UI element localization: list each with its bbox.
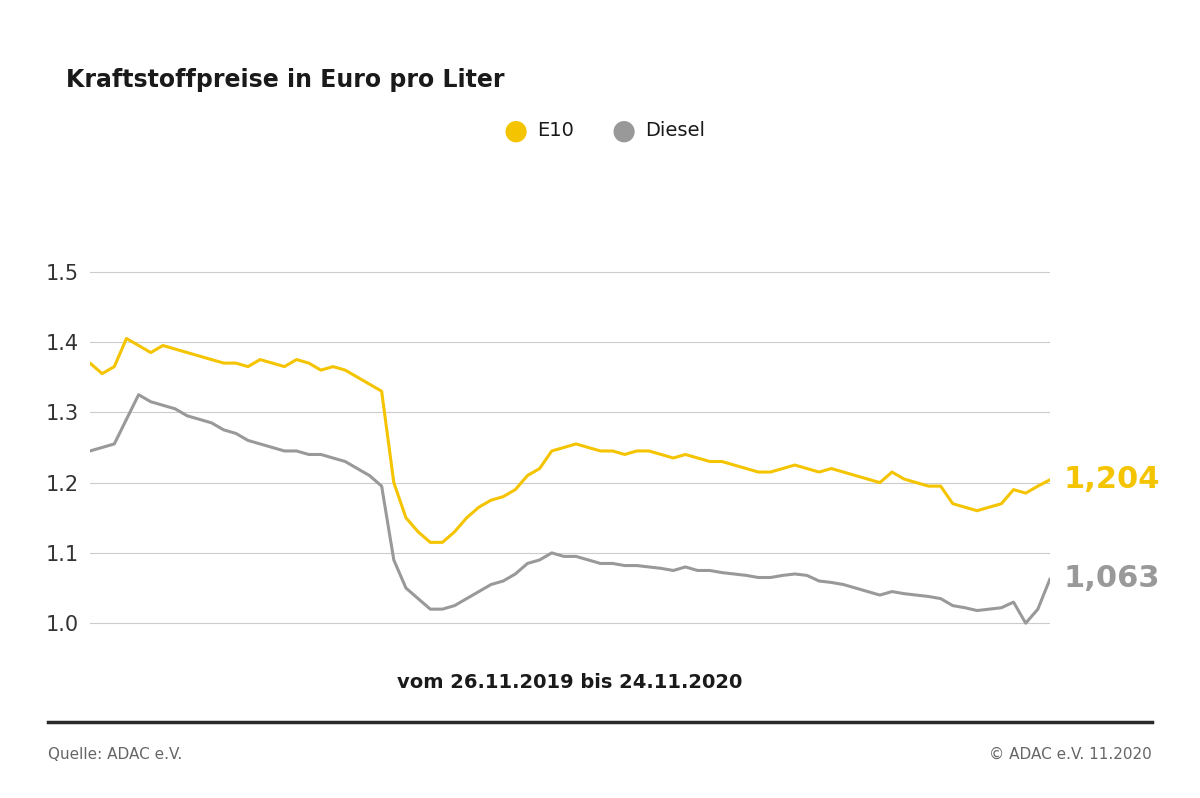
Text: ●: ● <box>504 117 528 145</box>
Text: © ADAC e.V. 11.2020: © ADAC e.V. 11.2020 <box>989 747 1152 761</box>
Text: Kraftstoffpreise in Euro pro Liter: Kraftstoffpreise in Euro pro Liter <box>66 68 504 92</box>
Text: 1,204: 1,204 <box>1064 465 1160 494</box>
Text: ●: ● <box>612 117 636 145</box>
Text: E10: E10 <box>538 121 575 140</box>
Text: Diesel: Diesel <box>646 121 706 140</box>
Text: Quelle: ADAC e.V.: Quelle: ADAC e.V. <box>48 747 182 761</box>
Text: 1,063: 1,063 <box>1064 564 1160 594</box>
Text: vom 26.11.2019 bis 24.11.2020: vom 26.11.2019 bis 24.11.2020 <box>397 673 743 692</box>
